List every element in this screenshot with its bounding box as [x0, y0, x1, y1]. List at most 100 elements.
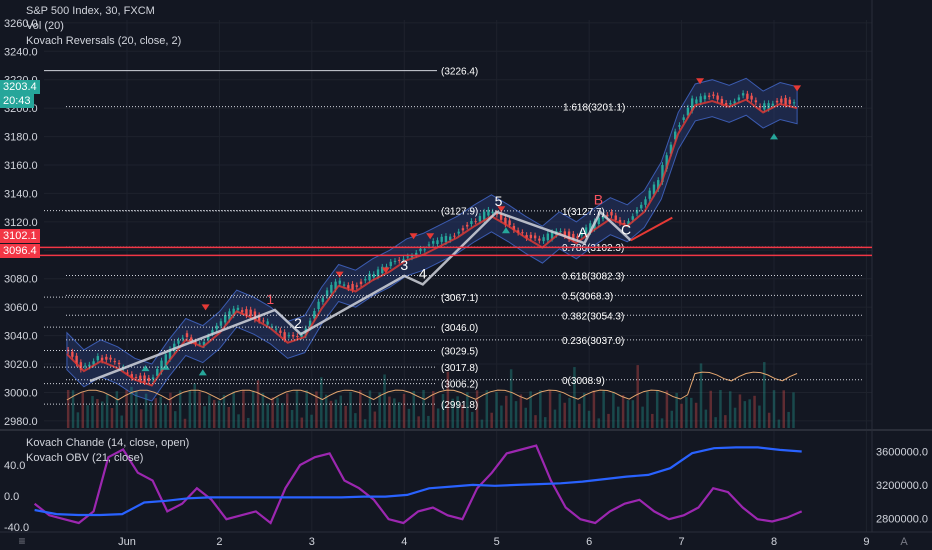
volume-bar — [685, 397, 688, 428]
candle-body — [682, 117, 685, 121]
settings-icon: ≡ — [18, 534, 25, 548]
candle-body — [495, 212, 499, 215]
y-axis-tick-label: 3080.0 — [4, 274, 38, 286]
x-axis-tick-label: 9 — [863, 536, 869, 548]
volume-bar — [714, 417, 717, 428]
candle-body — [325, 290, 329, 297]
volume-bar — [227, 406, 231, 428]
price-level-label: (3006.2) — [441, 380, 478, 391]
candle-body — [648, 190, 651, 199]
volume-bar — [694, 402, 698, 428]
x-axis-tick-label: 5 — [494, 536, 500, 548]
fib-level-label: 0.382(3054.3) — [562, 311, 624, 322]
candle-body — [419, 248, 422, 252]
volume-bar — [461, 404, 464, 428]
fib-level-label: 0.786(3102.3) — [562, 243, 624, 254]
volume-bar — [320, 377, 323, 428]
candle-body — [487, 209, 490, 216]
fib-level-label: 1(3127.7) — [562, 207, 605, 218]
volume-bar — [582, 392, 586, 428]
candle-body — [147, 377, 150, 382]
volume-bar — [86, 405, 89, 428]
candle-body — [720, 98, 724, 104]
candle-body — [474, 221, 477, 223]
y-axis-tick-label: 2980.0 — [4, 416, 38, 428]
volume-bar — [397, 402, 401, 428]
volume-bar — [456, 396, 459, 428]
candle-body — [538, 238, 541, 241]
candle-body — [207, 336, 210, 340]
candle-body — [338, 280, 342, 284]
candle-body — [584, 227, 588, 235]
volume-bar — [242, 390, 245, 428]
candle-body — [393, 260, 397, 262]
volume-bar — [339, 395, 343, 428]
x-axis-tick-label: 3 — [309, 536, 315, 548]
buy-reversal-marker — [141, 365, 150, 372]
sell-reversal-marker — [497, 206, 506, 213]
candle-body — [372, 274, 375, 278]
volume-bar — [393, 398, 396, 428]
candle-body — [724, 102, 728, 106]
candle-body — [525, 235, 528, 239]
volume-bar — [193, 383, 196, 428]
candle-body — [512, 225, 516, 231]
candle-body — [219, 321, 223, 326]
volume-bar — [388, 396, 391, 428]
candle-body — [92, 361, 95, 365]
candle-body — [266, 321, 269, 325]
volume-bar — [616, 406, 620, 428]
candle-body — [130, 374, 134, 378]
volume-bar — [602, 390, 605, 428]
candle-body — [168, 349, 172, 360]
volume-bar — [100, 401, 104, 428]
osc-right-axis-label: 3600000.0 — [876, 447, 928, 459]
wave-label: 4 — [419, 265, 427, 281]
candle-body — [402, 258, 405, 260]
volume-bar — [144, 393, 148, 428]
candle-body — [546, 233, 550, 241]
candle-body — [627, 221, 630, 225]
candle-body — [499, 214, 503, 220]
candle-body — [321, 298, 325, 302]
volume-bar — [266, 403, 270, 428]
wave-label: A — [578, 224, 588, 240]
volume-bar — [358, 390, 362, 428]
candle-body — [194, 341, 197, 344]
wave-label: C — [621, 221, 631, 237]
candle-body — [669, 144, 673, 154]
wave-label: 2 — [294, 315, 302, 331]
volume-bar — [154, 398, 158, 428]
candle-body — [134, 376, 138, 378]
candle-body — [465, 224, 469, 227]
volume-bar — [217, 400, 221, 428]
auto-scale-icon: A — [900, 536, 908, 548]
volume-bar — [767, 412, 771, 428]
volume-bar — [422, 390, 425, 428]
volume-bar — [690, 397, 693, 428]
volume-bar — [534, 415, 537, 428]
candle-body — [576, 236, 579, 239]
volume-bar — [509, 369, 513, 428]
volume-bar — [568, 397, 571, 428]
candle-body — [79, 362, 83, 370]
kovach-obv-label: Kovach OBV (21, close) — [26, 452, 144, 464]
volume-bar — [208, 395, 211, 428]
volume-bar — [159, 396, 162, 428]
volume-bar — [539, 390, 542, 428]
candle-body — [75, 355, 78, 364]
candle-body — [690, 98, 694, 111]
candle-body — [83, 365, 87, 367]
candle-body — [156, 368, 159, 376]
candle-body — [376, 269, 380, 277]
volume-bar — [480, 419, 484, 428]
volume-bar — [305, 390, 308, 428]
volume-bar — [232, 391, 235, 428]
volume-bar — [329, 400, 333, 428]
candle-body — [644, 199, 647, 205]
candle-body — [758, 106, 762, 108]
volume-bar — [281, 403, 284, 428]
candle-body — [686, 107, 690, 116]
volume-bar — [792, 392, 795, 428]
